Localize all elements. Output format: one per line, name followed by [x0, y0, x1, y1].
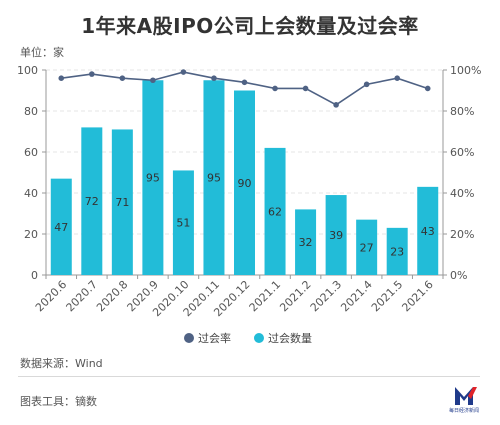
y2-tick-label: 100% — [450, 64, 481, 77]
y2-tick-label: 20% — [450, 228, 474, 241]
bar-value-label: 90 — [238, 177, 252, 190]
legend-label: 过会率 — [198, 331, 231, 345]
bar-value-label: 39 — [329, 229, 343, 242]
bar-value-label: 47 — [54, 221, 68, 234]
rate-point-2021.2 — [302, 85, 309, 92]
logo-mark-icon — [455, 387, 477, 405]
chart-tool: 图表工具：镝数 — [20, 395, 97, 408]
chart-title: 1年来A股IPO公司上会数量及过会率 — [81, 14, 419, 38]
legend-marker-bar — [254, 333, 264, 343]
rate-point-2021.5 — [394, 75, 400, 81]
y-tick-label: 20 — [24, 228, 38, 241]
x-tick-label: 2021.6 — [399, 278, 435, 314]
rate-point-2021.1 — [272, 85, 278, 92]
y-tick-label: 80 — [24, 105, 38, 118]
bar-2021.1 — [264, 147, 286, 275]
rate-point-2020.6 — [58, 75, 65, 81]
bar-value-label: 27 — [360, 241, 374, 254]
bar-value-label: 62 — [268, 205, 282, 218]
bar-2020.9 — [142, 80, 164, 275]
rate-point-2021.3 — [333, 102, 339, 108]
rate-point-2020.10 — [180, 69, 187, 75]
bar-value-label: 51 — [176, 217, 190, 230]
y-tick-label: 0 — [31, 269, 38, 282]
rate-point-2020.7 — [89, 71, 95, 77]
bar-2020.6 — [50, 178, 72, 275]
bar-2021.2 — [295, 209, 317, 275]
rate-point-2021.4 — [363, 81, 370, 88]
logo-text: 每日经济新闻 — [448, 408, 479, 414]
x-tick-label: 2020.6 — [33, 278, 69, 314]
y2-tick-label: 40% — [450, 187, 474, 200]
y2-tick-label: 60% — [450, 146, 474, 159]
rate-point-2020.8 — [119, 75, 126, 81]
y2-tick-label: 80% — [450, 105, 474, 118]
y-tick-label: 60 — [24, 146, 38, 159]
y2-tick-label: 0% — [450, 269, 467, 282]
bar-value-label: 95 — [207, 172, 221, 185]
y-tick-label: 40 — [24, 187, 38, 200]
x-tick-label: 2021.4 — [338, 278, 374, 314]
x-tick-label: 2021.3 — [308, 278, 344, 314]
rate-point-2021.6 — [424, 85, 431, 92]
bar-2020.7 — [81, 127, 103, 276]
bar-2020.11 — [203, 80, 225, 275]
bar-value-label: 95 — [146, 172, 160, 185]
rate-point-2020.12 — [241, 79, 248, 86]
x-tick-label: 2021.5 — [369, 278, 405, 314]
rate-point-2020.11 — [211, 75, 217, 81]
divider — [18, 376, 480, 377]
bar-value-label: 32 — [299, 236, 313, 249]
bar-2020.10 — [172, 170, 194, 275]
bar-value-label: 23 — [390, 245, 404, 258]
legend-label: 过会数量 — [268, 332, 312, 345]
data-source: 数据来源：Wind — [20, 357, 103, 370]
bar-value-label: 43 — [421, 225, 435, 238]
unit-label: 单位：家 — [20, 46, 64, 59]
bar-value-label: 72 — [85, 195, 99, 208]
bar-value-label: 71 — [115, 196, 129, 209]
x-tick-label: 2020.7 — [64, 278, 100, 314]
x-tick-label: 2020.8 — [94, 278, 130, 314]
bar-2020.8 — [111, 129, 133, 275]
rate-point-2020.9 — [150, 77, 156, 84]
bar-2021.5 — [386, 227, 408, 275]
bar-2020.12 — [234, 90, 255, 275]
combo-chart: 0 0% 20 20% 40 40% 60 60% 80 80% 100 100% 47 72 71 95 51… — [17, 64, 481, 345]
brand-logo: 每日经济新闻 — [441, 383, 487, 417]
x-tick-label: 2021.1 — [247, 278, 283, 314]
bar-2021.3 — [325, 195, 347, 275]
bar-2021.6 — [417, 186, 439, 275]
legend-marker-line — [184, 333, 194, 343]
y-tick-label: 100 — [17, 64, 38, 77]
bar-2021.4 — [356, 219, 378, 275]
x-tick-label: 2021.2 — [277, 278, 313, 314]
